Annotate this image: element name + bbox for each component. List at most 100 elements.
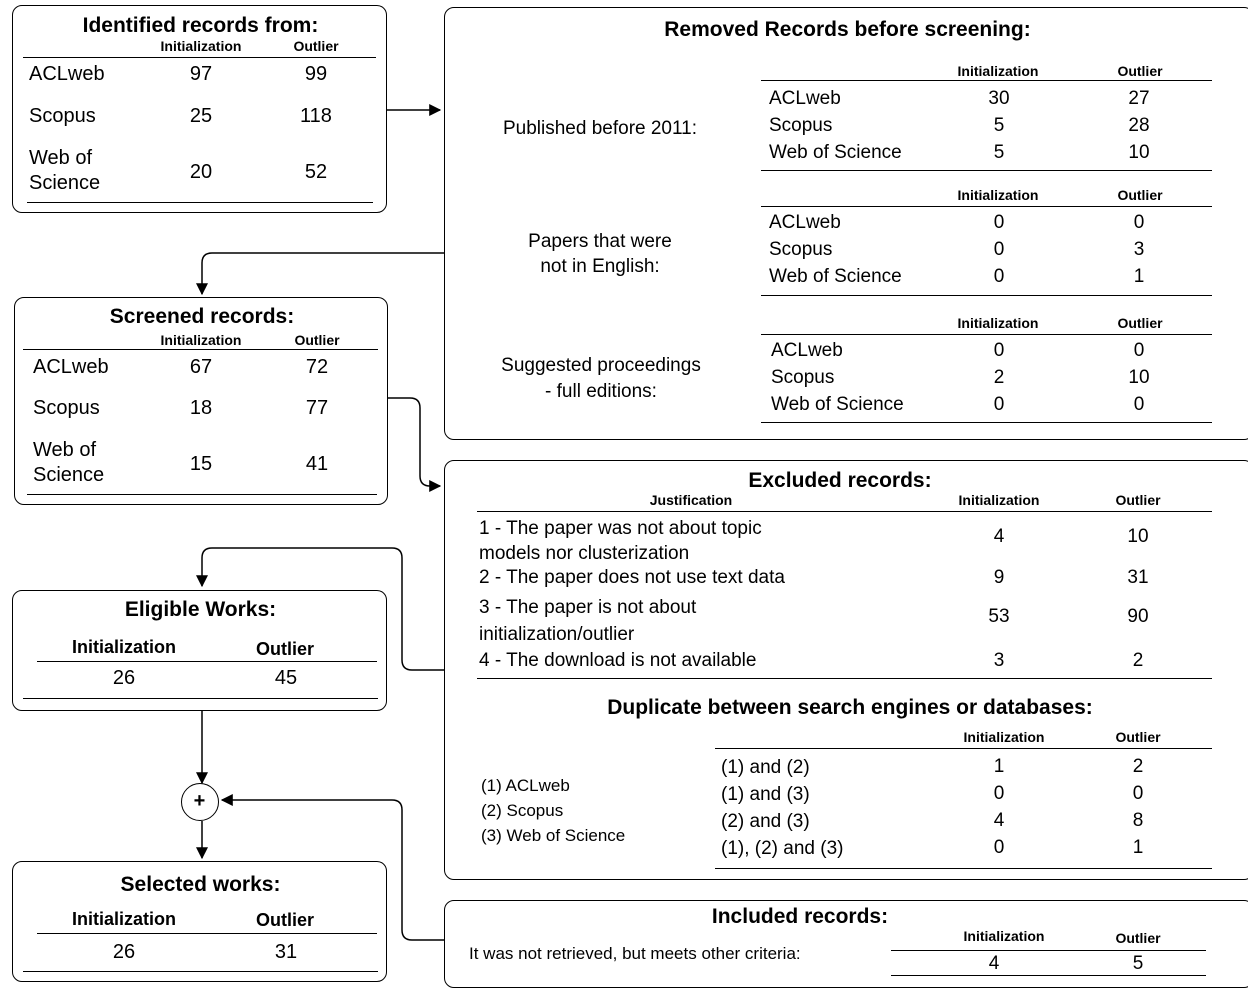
screened-header-outlier: Outlier [294,332,340,348]
screened-init-scopus: 18 [189,397,213,419]
screened-source-wos-line1: Web of [33,439,96,461]
identified-source-aclweb: ACLweb [29,63,105,85]
removed-group2-source-aclweb: ACLweb [769,212,841,233]
removed-group1-outlier-scopus: 28 [1128,115,1150,136]
excluded-bottom-rule [477,678,1212,679]
plus-icon: + [193,790,206,812]
removed-group1-label: Published before 2011: [502,118,698,139]
removed-group2-init-aclweb: 0 [993,212,1005,233]
removed-group2-header-outlier: Outlier [1117,187,1163,203]
removed-group3-header-rule [761,334,1212,335]
duplicate-header-init: Initialization [963,729,1045,745]
eligible-works-box: Eligible Works: Initialization Outlier 2… [12,590,387,711]
duplicate-pair-1-3: (1) and (3) [721,784,810,805]
duplicate-pair-1-2: (1) and (2) [721,757,810,778]
removed-group2-header-rule [761,206,1212,207]
excluded-row2-line1: 2 - The paper does not use text data [479,567,785,588]
duplicate-outlier-1-3: 0 [1132,783,1144,804]
identified-records-box: Identified records from: Initialization … [12,5,387,213]
removed-group2-init-wos: 0 [993,266,1005,287]
excluded-header-rule [477,511,1212,512]
screened-header-init: Initialization [160,332,242,348]
selected-header-init: Initialization [71,909,176,929]
screened-source-aclweb: ACLweb [33,356,109,378]
removed-title: Removed Records before screening: [664,18,1031,41]
screened-init-aclweb: 67 [189,356,213,378]
duplicate-init-2-3: 4 [993,810,1005,831]
removed-group1-outlier-aclweb: 27 [1128,88,1150,109]
eligible-bottom-rule [23,698,378,699]
eligible-title: Eligible Works: [124,598,277,621]
duplicate-header-rule [715,748,1212,749]
removed-group3-header-init: Initialization [957,315,1039,331]
excluded-records-box: Excluded records: Justification Initiali… [444,460,1248,880]
removed-group1-source-scopus: Scopus [769,115,833,136]
removed-group2-header-init: Initialization [957,187,1039,203]
removed-group3-source-scopus: Scopus [771,367,835,388]
removed-group3-label-line1: Suggested proceedings [501,355,701,376]
removed-group3-outlier-wos: 0 [1133,394,1145,415]
excluded-row1-init: 4 [993,526,1005,547]
eligible-value-outlier: 45 [274,667,298,689]
duplicate-legend-1: (1) ACLweb [481,776,570,795]
removed-group2-bottom-rule [761,295,1212,296]
identified-header-rule [23,57,376,58]
selected-header-rule [37,933,377,934]
arrow-removed-to-screened [196,252,444,296]
removed-group1-header-outlier: Outlier [1117,63,1163,79]
excluded-row3-line2: initialization/outlier [479,624,635,645]
included-header-init: Initialization [963,928,1045,944]
selected-bottom-rule [23,971,378,972]
removed-group2-outlier-wos: 1 [1133,266,1145,287]
excluded-row3-init: 53 [988,606,1010,627]
removed-group3-outlier-aclweb: 0 [1133,340,1145,361]
excluded-row2-init: 9 [993,567,1005,588]
removed-group2-outlier-aclweb: 0 [1133,212,1145,233]
removed-group2-init-scopus: 0 [993,239,1005,260]
excluded-row4-outlier: 2 [1132,650,1144,671]
eligible-header-rule [37,661,377,662]
removed-group3-bottom-rule [761,422,1212,423]
screened-title: Screened records: [109,305,295,328]
selected-value-outlier: 31 [274,941,298,963]
removed-group1-init-scopus: 5 [993,115,1005,136]
excluded-title: Excluded records: [748,469,932,492]
duplicate-outlier-2-3: 8 [1132,810,1144,831]
screened-outlier-scopus: 77 [305,397,329,419]
duplicate-init-1-2-3: 0 [993,837,1005,858]
removed-group2-outlier-scopus: 3 [1133,239,1145,260]
duplicate-pair-1-2-3: (1), (2) and (3) [721,838,844,859]
duplicate-legend-3: (3) Web of Science [481,826,626,845]
duplicate-pair-2-3: (2) and (3) [721,811,810,832]
identified-outlier-scopus: 118 [300,105,332,127]
identified-source-scopus: Scopus [29,105,96,127]
eligible-header-outlier: Outlier [255,639,314,659]
removed-group1-init-aclweb: 30 [988,88,1010,109]
identified-bottom-rule [27,202,373,203]
excluded-row3-outlier: 90 [1127,606,1149,627]
excluded-header-justification: Justification [649,492,733,508]
arrow-excluded-to-eligible [196,547,444,671]
removed-group1-source-wos: Web of Science [769,142,902,163]
selected-value-init: 26 [112,941,136,963]
removed-group1-outlier-wos: 10 [1128,142,1150,163]
removed-group2-label-line1: Papers that were [528,231,672,252]
removed-records-box: Removed Records before screening: Publis… [444,7,1248,440]
duplicate-init-1-2: 1 [993,756,1005,777]
arrow-screened-to-excluded [388,397,442,492]
identified-outlier-wos: 52 [304,161,328,183]
screened-init-wos: 15 [189,453,213,475]
excluded-row2-outlier: 31 [1127,567,1149,588]
arrow-included-to-plus [220,794,444,941]
eligible-value-init: 26 [112,667,136,689]
included-header-rule [891,950,1206,951]
selected-header-outlier: Outlier [255,910,314,930]
eligible-header-init: Initialization [71,637,176,657]
screened-outlier-aclweb: 72 [305,356,329,378]
duplicate-header-outlier: Outlier [1115,729,1161,745]
screened-bottom-rule [27,494,377,495]
removed-group1-bottom-rule [761,170,1212,171]
screened-source-scopus: Scopus [33,397,100,419]
duplicate-bottom-rule [715,868,1212,869]
